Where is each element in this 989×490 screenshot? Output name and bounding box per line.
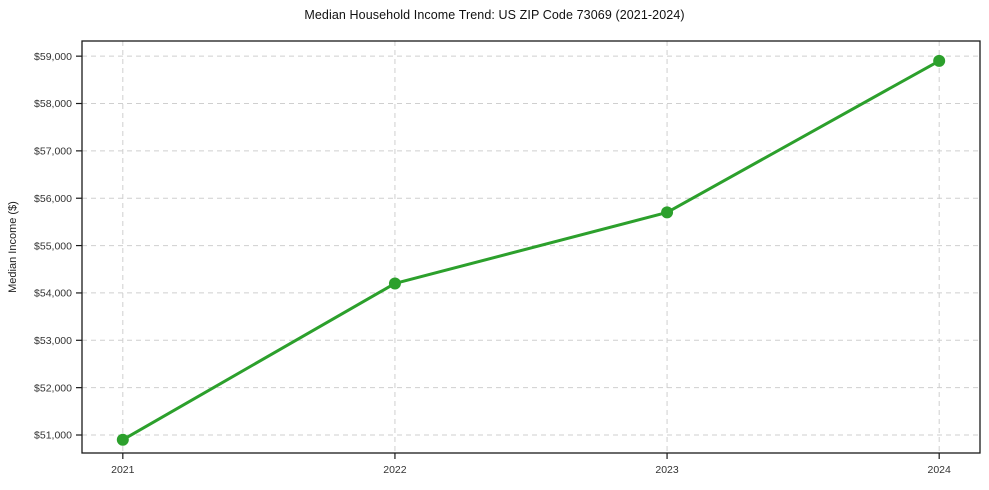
- y-tick-label: $56,000: [34, 193, 72, 205]
- y-tick-label: $59,000: [34, 51, 72, 63]
- y-tick-label: $52,000: [34, 382, 72, 394]
- y-tick-label: $58,000: [34, 98, 72, 110]
- income-trend-line: [121, 59, 941, 442]
- x-tick-label: 2021: [111, 464, 135, 476]
- data-point-2023: [661, 206, 674, 219]
- x-tick-label: 2023: [655, 464, 679, 476]
- data-point-2022: [388, 277, 401, 290]
- data-point-2021: [116, 433, 129, 446]
- x-tick-label: 2022: [383, 464, 407, 476]
- chart-title: Median Household Income Trend: US ZIP Co…: [304, 8, 685, 22]
- y-tick-label: $54,000: [34, 288, 72, 300]
- y-tick-label: $51,000: [34, 430, 72, 442]
- y-tick-label: $53,000: [34, 335, 72, 347]
- x-tick-label: 2024: [928, 464, 952, 476]
- y-tick-label: $55,000: [34, 240, 72, 252]
- data-point-2024: [933, 54, 946, 67]
- plot-border: [81, 40, 981, 454]
- y-tick-label: $57,000: [34, 146, 72, 158]
